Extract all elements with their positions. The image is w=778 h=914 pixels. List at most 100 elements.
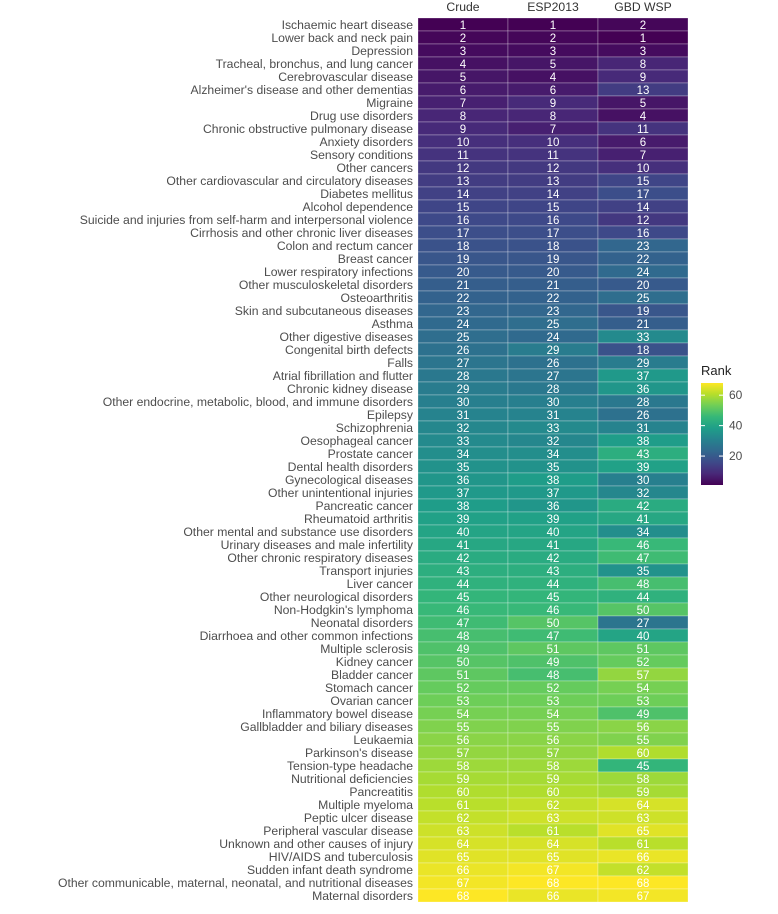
cell-value: 55 bbox=[637, 735, 650, 747]
cell-value: 19 bbox=[457, 254, 470, 266]
cell-value: 33 bbox=[547, 423, 560, 435]
cell-value: 32 bbox=[637, 488, 650, 500]
cell-value: 25 bbox=[547, 319, 560, 331]
cell-value: 60 bbox=[547, 787, 560, 799]
cell-value: 62 bbox=[547, 800, 560, 812]
cell-value: 18 bbox=[457, 241, 470, 253]
cell-value: 18 bbox=[547, 241, 560, 253]
cell-value: 54 bbox=[637, 683, 650, 695]
row-label: Lower back and neck pain bbox=[271, 31, 413, 45]
cell-value: 40 bbox=[457, 527, 470, 539]
cell-value: 38 bbox=[637, 436, 650, 448]
cell-value: 46 bbox=[547, 605, 560, 617]
cell-value: 13 bbox=[547, 176, 560, 188]
row-label: Multiple sclerosis bbox=[320, 642, 413, 656]
row-label: Drug use disorders bbox=[310, 109, 413, 123]
cell-value: 47 bbox=[637, 553, 650, 565]
cell-value: 5 bbox=[550, 59, 556, 71]
column-header-0: Crude bbox=[446, 0, 479, 14]
row-label: Other digestive diseases bbox=[280, 330, 413, 344]
row-label: Other musculoskeletal disorders bbox=[239, 278, 413, 292]
cell-value: 50 bbox=[637, 605, 650, 617]
cell-value: 53 bbox=[457, 696, 470, 708]
row-label: HIV/AIDS and tuberculosis bbox=[269, 850, 413, 864]
row-label: Neonatal disorders bbox=[311, 616, 413, 630]
row-label: Nutritional deficiencies bbox=[291, 772, 413, 786]
cell-value: 10 bbox=[547, 137, 560, 149]
cell-value: 56 bbox=[547, 735, 560, 747]
cell-value: 58 bbox=[547, 761, 560, 773]
row-label: Other communicable, maternal, neonatal, … bbox=[58, 876, 413, 890]
row-label: Migraine bbox=[366, 96, 413, 110]
cell-value: 40 bbox=[547, 527, 560, 539]
cell-value: 37 bbox=[547, 488, 560, 500]
cell-value: 55 bbox=[457, 722, 470, 734]
cell-value: 54 bbox=[547, 709, 560, 721]
heatmap-cell bbox=[597, 888, 689, 903]
cell-value: 37 bbox=[637, 371, 650, 383]
cell-value: 34 bbox=[547, 449, 560, 461]
cell-value: 65 bbox=[637, 826, 650, 838]
cell-value: 41 bbox=[547, 540, 560, 552]
color-legend: Rank 20 40 60 bbox=[701, 363, 743, 485]
cell-value: 10 bbox=[457, 137, 470, 149]
cell-value: 65 bbox=[547, 852, 560, 864]
cell-value: 3 bbox=[640, 46, 646, 58]
cell-value: 64 bbox=[457, 839, 470, 851]
cell-value: 31 bbox=[457, 410, 470, 422]
cell-value: 68 bbox=[637, 878, 650, 890]
cell-value: 60 bbox=[637, 748, 650, 760]
row-label: Kidney cancer bbox=[336, 655, 413, 669]
cell-value: 5 bbox=[640, 98, 646, 110]
cell-value: 28 bbox=[457, 371, 470, 383]
cell-value: 14 bbox=[547, 189, 560, 201]
cell-value: 4 bbox=[550, 72, 557, 84]
cell-value: 29 bbox=[637, 358, 650, 370]
row-label: Stomach cancer bbox=[325, 681, 413, 695]
cell-value: 56 bbox=[637, 722, 650, 734]
cell-value: 44 bbox=[457, 579, 470, 591]
cell-value: 44 bbox=[547, 579, 560, 591]
row-label: Transport injuries bbox=[319, 564, 413, 578]
row-label: Other mental and substance use disorders bbox=[183, 525, 413, 539]
row-label: Asthma bbox=[372, 317, 414, 331]
cell-value: 63 bbox=[457, 826, 470, 838]
cell-value: 45 bbox=[547, 592, 560, 604]
cell-value: 27 bbox=[457, 358, 470, 370]
row-label: Congenital birth defects bbox=[285, 343, 413, 357]
cell-value: 2 bbox=[460, 33, 466, 45]
column-headers: Crude ESP2013 GBD WSP bbox=[446, 0, 671, 14]
cell-value: 41 bbox=[457, 540, 470, 552]
cell-value: 49 bbox=[637, 709, 650, 721]
legend-tick-label: 60 bbox=[729, 388, 743, 402]
row-label: Peptic ulcer disease bbox=[304, 811, 413, 825]
cell-value: 24 bbox=[637, 267, 650, 279]
cell-value: 27 bbox=[637, 618, 650, 630]
row-label: Chronic kidney disease bbox=[287, 382, 413, 396]
cell-value: 46 bbox=[637, 540, 650, 552]
cell-value: 6 bbox=[640, 137, 646, 149]
row-label: Prostate cancer bbox=[328, 447, 413, 461]
row-label: Gallbladder and biliary diseases bbox=[240, 720, 413, 734]
cell-value: 29 bbox=[457, 384, 470, 396]
cell-value: 61 bbox=[457, 800, 470, 812]
cell-value: 42 bbox=[637, 501, 650, 513]
cell-value: 66 bbox=[637, 852, 650, 864]
row-label: Chronic obstructive pulmonary disease bbox=[203, 122, 413, 136]
row-label: Other unintentional injuries bbox=[268, 486, 413, 500]
cell-value: 14 bbox=[457, 189, 470, 201]
cell-value: 30 bbox=[547, 397, 560, 409]
cell-value: 22 bbox=[547, 293, 560, 305]
legend-tick-label: 20 bbox=[729, 449, 743, 463]
row-label: Unknown and other causes of injury bbox=[219, 837, 414, 851]
legend-color-bar bbox=[701, 383, 723, 485]
row-label: Sudden infant death syndrome bbox=[247, 863, 413, 877]
row-label: Suicide and injuries from self-harm and … bbox=[80, 213, 414, 227]
cell-value: 47 bbox=[547, 631, 560, 643]
cell-value: 1 bbox=[640, 33, 646, 45]
row-label: Colon and rectum cancer bbox=[277, 239, 413, 253]
cell-value: 16 bbox=[457, 215, 470, 227]
row-label: Other cancers bbox=[336, 161, 413, 175]
